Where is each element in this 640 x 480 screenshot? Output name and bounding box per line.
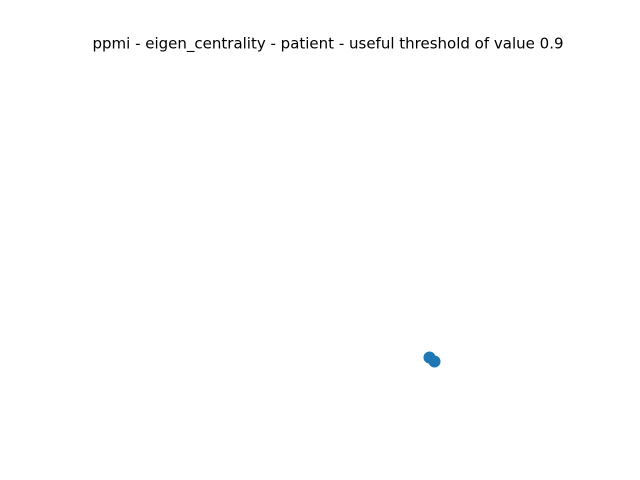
figure-title: ppmi - eigen_centrality - patient - usef… (92, 35, 563, 54)
graph-node (428, 355, 441, 368)
